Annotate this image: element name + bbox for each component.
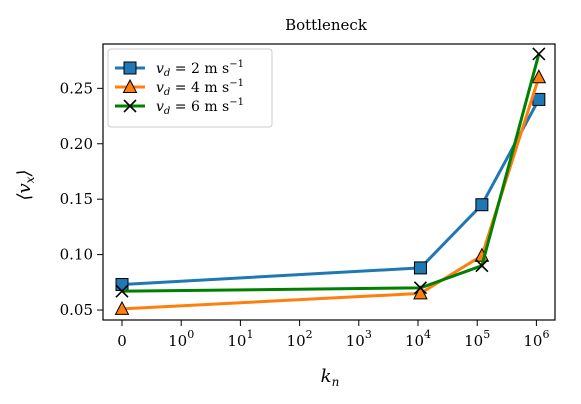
- data-point: [122, 78, 138, 93]
- y-axis-label-close: ⟩: [14, 169, 35, 177]
- y-tick-label: 0.10: [60, 246, 93, 264]
- data-point: [413, 261, 427, 275]
- series-line: [121, 98, 541, 287]
- x-axis-label-main: k: [321, 366, 332, 387]
- x-tick-label: 106: [523, 328, 549, 350]
- x-axis-label: kn: [321, 366, 340, 389]
- y-tick-label: 0.25: [60, 79, 93, 97]
- x-tick-label: 104: [405, 328, 431, 350]
- series-triangle: [114, 69, 547, 315]
- data-point: [114, 300, 130, 315]
- plot-area: [114, 47, 547, 315]
- data-point: [115, 284, 129, 298]
- legend-entry: vd = 4 m s−1: [115, 78, 244, 98]
- x-tick-label: 105: [464, 328, 490, 350]
- data-point: [413, 281, 428, 295]
- y-tick-label: 0.20: [60, 135, 93, 153]
- x-tick-label: 0: [117, 332, 127, 350]
- x-tick-label: 100: [168, 328, 194, 350]
- y-tick-label: 0.15: [60, 190, 93, 208]
- data-point: [115, 278, 129, 292]
- y-axis-ticks: 0.05 0.10 0.15 0.20 0.25: [60, 79, 103, 319]
- legend-label: vd = 2 m s−1: [156, 59, 244, 79]
- series-x: [115, 47, 546, 298]
- data-point: [532, 47, 546, 61]
- series-line: [121, 76, 541, 311]
- legend-label: vd = 4 m s−1: [156, 78, 244, 98]
- data-point: [475, 259, 489, 273]
- x-tick-label: 101: [227, 328, 253, 350]
- x-tick-label: 102: [287, 328, 313, 350]
- y-tick-label: 0.05: [60, 301, 93, 319]
- data-point: [123, 61, 137, 75]
- legend-label: vd = 6 m s−1: [156, 97, 244, 117]
- chart-title: Bottleneck: [285, 16, 368, 34]
- series-square: [115, 92, 546, 292]
- y-axis-label-main: ⟨v: [14, 183, 35, 200]
- x-axis-label-sub: n: [332, 375, 340, 389]
- legend-entry: vd = 2 m s−1: [115, 59, 244, 79]
- legend-entry: vd = 6 m s−1: [115, 97, 244, 117]
- plot-frame: [102, 43, 556, 321]
- series-line: [121, 53, 541, 293]
- x-axis-ticks: 0 100 101 102 103 104 105 106: [117, 320, 549, 350]
- data-point: [123, 99, 137, 113]
- data-point: [413, 285, 428, 300]
- data-point: [475, 198, 489, 212]
- y-axis-label-sub: x: [23, 176, 37, 183]
- legend: vd = 2 m s−1vd = 4 m s−1vd = 6 m s−1: [107, 48, 273, 128]
- data-point: [531, 69, 547, 84]
- y-axis-label: ⟨vx⟩: [14, 169, 37, 200]
- legend-box: [107, 48, 273, 128]
- x-tick-label: 103: [346, 328, 372, 350]
